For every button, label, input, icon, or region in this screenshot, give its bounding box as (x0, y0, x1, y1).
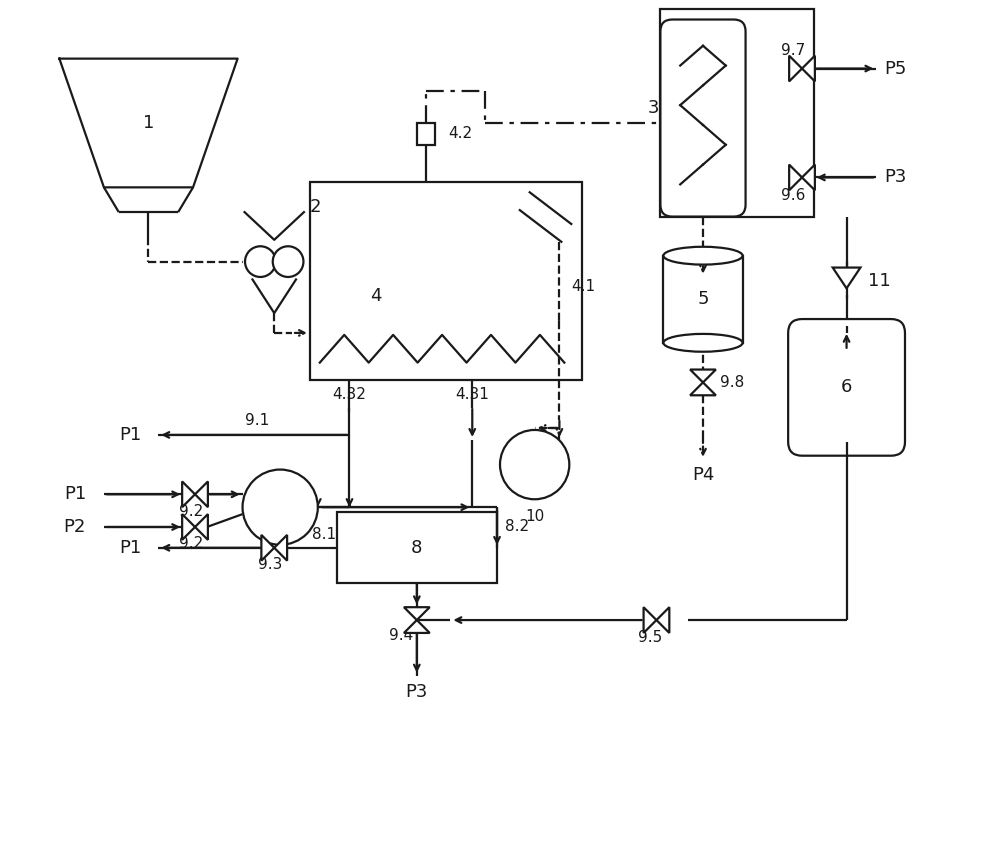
Text: 9.2: 9.2 (179, 536, 203, 552)
Text: 9.8: 9.8 (720, 375, 744, 390)
Text: 9.6: 9.6 (781, 188, 805, 203)
Text: P3: P3 (884, 168, 907, 186)
Polygon shape (195, 481, 208, 507)
Bar (660, 9, 814, 217)
Polygon shape (404, 620, 430, 633)
Text: 4: 4 (370, 287, 382, 305)
Text: 4.1: 4.1 (571, 279, 595, 294)
Polygon shape (404, 607, 430, 620)
Bar (417, 123, 435, 144)
Text: P2: P2 (64, 518, 86, 536)
Text: 9.5: 9.5 (638, 631, 663, 645)
Text: P1: P1 (119, 426, 142, 444)
Circle shape (243, 469, 318, 545)
Ellipse shape (663, 334, 743, 352)
Bar (663, 256, 743, 343)
Polygon shape (182, 481, 195, 507)
Polygon shape (195, 514, 208, 540)
Polygon shape (802, 55, 815, 82)
Text: 10: 10 (525, 508, 544, 524)
Text: P5: P5 (884, 60, 907, 77)
Bar (310, 183, 582, 381)
Circle shape (245, 246, 276, 277)
Text: 9.4: 9.4 (389, 628, 413, 643)
Text: 4.32: 4.32 (333, 387, 366, 402)
Polygon shape (274, 535, 287, 561)
Text: P3: P3 (406, 683, 428, 701)
Circle shape (273, 246, 303, 277)
Text: P1: P1 (119, 539, 142, 557)
Text: 9.7: 9.7 (781, 43, 805, 58)
Text: 3: 3 (648, 99, 659, 117)
Text: P1: P1 (64, 485, 86, 503)
Text: 11: 11 (868, 272, 891, 291)
Text: 1: 1 (143, 114, 154, 132)
Text: 2: 2 (310, 198, 322, 216)
Text: 8.1: 8.1 (312, 527, 337, 542)
Text: 8.2: 8.2 (505, 519, 529, 535)
Text: 9.3: 9.3 (258, 557, 282, 572)
Text: P4: P4 (692, 466, 714, 484)
Text: 9.2: 9.2 (179, 504, 203, 518)
Polygon shape (789, 165, 802, 190)
FancyBboxPatch shape (660, 20, 746, 217)
Polygon shape (656, 607, 669, 633)
Bar (337, 513, 497, 583)
Circle shape (500, 430, 569, 499)
Text: 9.1: 9.1 (245, 412, 270, 428)
FancyBboxPatch shape (788, 319, 905, 456)
Polygon shape (690, 370, 716, 382)
Polygon shape (833, 268, 860, 288)
Text: 4.2: 4.2 (449, 127, 473, 141)
Text: 6: 6 (841, 378, 852, 396)
Polygon shape (690, 382, 716, 395)
Text: 变速: 变速 (528, 460, 541, 469)
Polygon shape (802, 165, 815, 190)
Polygon shape (644, 607, 656, 633)
Polygon shape (261, 535, 274, 561)
Ellipse shape (663, 246, 743, 264)
Text: 7: 7 (274, 498, 286, 516)
Polygon shape (789, 55, 802, 82)
Text: 5: 5 (697, 290, 709, 309)
Text: 8: 8 (411, 539, 423, 557)
Text: 4.31: 4.31 (455, 387, 489, 402)
Polygon shape (182, 514, 195, 540)
